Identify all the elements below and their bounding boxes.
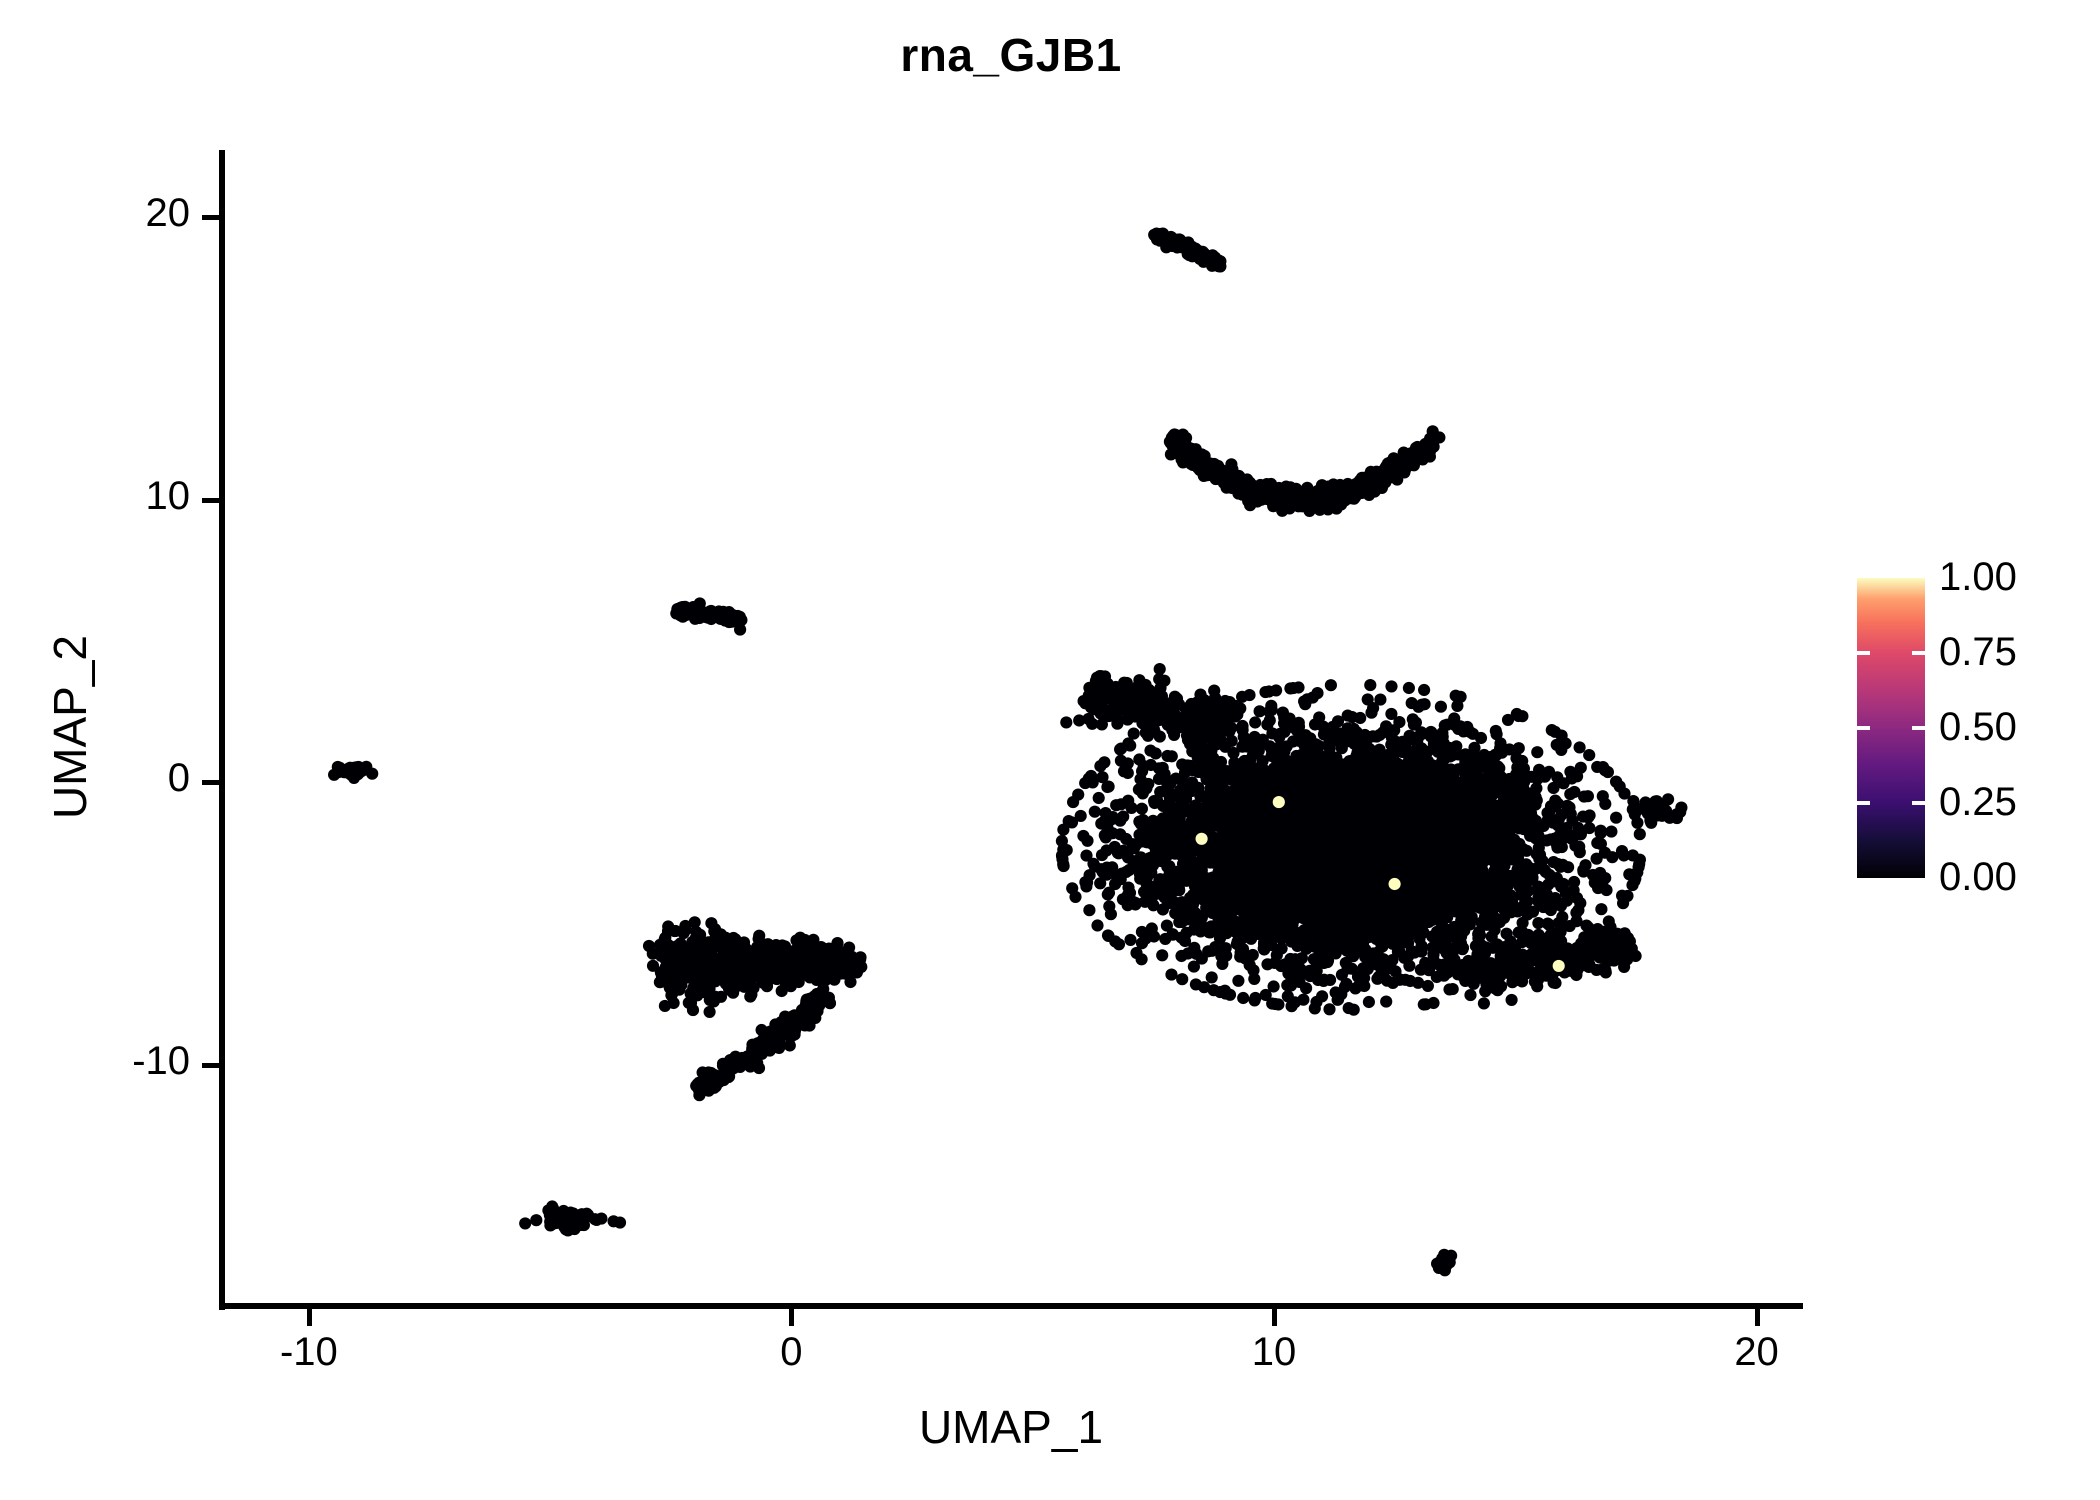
y-axis-title: UMAP_2 [44, 634, 96, 820]
x-tick-label: 10 [1251, 1330, 1297, 1374]
colorbar-legend: 1.00 0.75 0.50 0.25 0.00 [1857, 557, 2087, 899]
plot-panel [222, 155, 1800, 1305]
y-tick-mark [202, 780, 219, 786]
colorbar-gradient-svg [1857, 578, 1925, 878]
x-axis-title: UMAP_1 [918, 1401, 1104, 1453]
y-tick-mark [202, 1062, 219, 1068]
y-tick-label: 10 [145, 473, 191, 518]
y-axis-line [219, 150, 225, 1310]
y-tick-label: 20 [145, 191, 191, 236]
colorbar-tick-label: 0.75 [1939, 630, 2017, 674]
y-tick-label: -10 [132, 1038, 190, 1083]
x-tick-mark [306, 1309, 312, 1326]
y-tick-mark [202, 215, 219, 221]
colorbar-tick-label: 0.25 [1939, 780, 2017, 824]
x-tick-label: 20 [1734, 1330, 1779, 1374]
x-axis-line [219, 1303, 1803, 1309]
page-title: rna_GJB1 [900, 29, 1122, 81]
scatter-plot [328, 227, 1688, 1277]
x-tick-mark [1754, 1309, 1760, 1326]
x-tick-label: 0 [780, 1330, 803, 1374]
colorbar-tick-label: 0.50 [1939, 705, 2017, 749]
colorbar-tick-label: 1.00 [1939, 555, 2017, 599]
x-tick-mark [789, 1309, 795, 1326]
x-tick-label: -10 [279, 1330, 338, 1374]
x-tick-mark [1272, 1309, 1277, 1326]
colorbar-tick-label: 0.00 [1939, 855, 2017, 899]
y-tick-mark [202, 497, 219, 503]
y-tick-label: 0 [167, 756, 190, 801]
colorbar-gradient-bar [1857, 578, 1925, 878]
